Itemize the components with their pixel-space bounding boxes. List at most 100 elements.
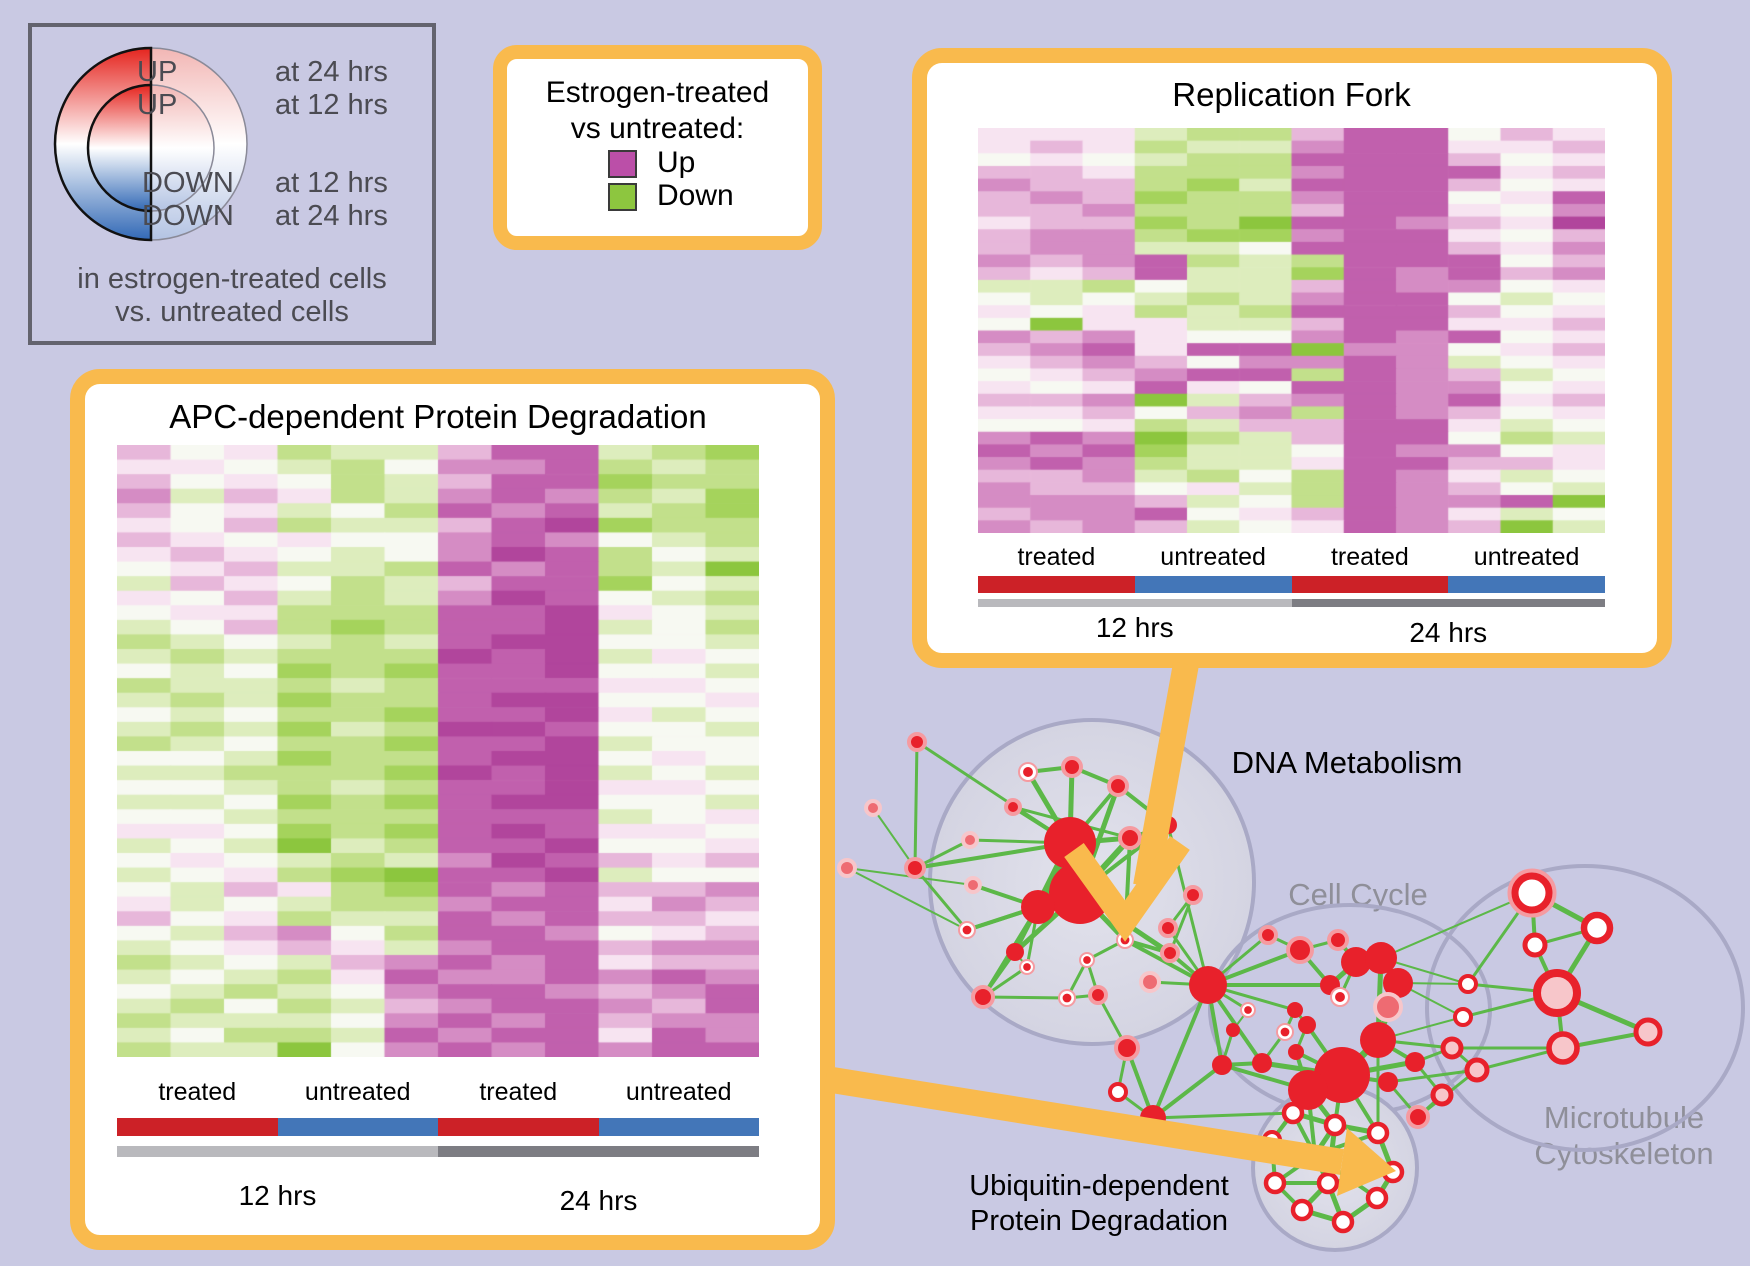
network-edge — [1375, 982, 1401, 1041]
apc-heatmap — [117, 445, 759, 1057]
network-edge — [1293, 1009, 1309, 1026]
cell-cycle-label: Cell Cycle — [1288, 877, 1428, 912]
network-node-o — [1331, 1210, 1355, 1234]
rf-condition-bar-0 — [978, 576, 1135, 593]
network-node-o — [1262, 1130, 1282, 1150]
network-node-o — [1281, 1101, 1305, 1125]
network-edge — [1011, 805, 1072, 845]
network-edge — [1534, 926, 1598, 947]
network-node-o — [1108, 1082, 1128, 1102]
network-edge — [1327, 1170, 1394, 1185]
network-edge — [969, 838, 1071, 845]
network-node-p — [1107, 775, 1129, 797]
rf-group-label-3: untreated — [1473, 543, 1580, 571]
network-edge — [1077, 835, 1133, 896]
rf-time-label-1: 24 hrs — [1409, 617, 1488, 648]
network-edge — [1462, 991, 1558, 1019]
network-node-p — [1258, 925, 1278, 945]
network-node-s — [1189, 966, 1227, 1004]
network-edge — [1306, 1088, 1337, 1127]
updown-inner-bottom-time: at 12 hrs — [275, 167, 388, 199]
network-edge — [1166, 824, 1210, 986]
network-node-o — [1453, 1007, 1473, 1027]
ubiquitin-label-line1: Ubiquitin-dependent — [969, 1170, 1229, 1202]
network-edge — [1066, 993, 1099, 1000]
network-edge — [981, 951, 1017, 998]
network-edge — [1314, 1131, 1379, 1157]
network-edge — [1333, 1074, 1344, 1126]
network-edge — [1451, 1046, 1478, 1072]
network-node-o — [1316, 1171, 1340, 1195]
network-node-w — [1244, 1006, 1252, 1014]
estrogen-legend-title-line1: Estrogen-treated — [545, 76, 770, 109]
network-node-p — [1118, 826, 1142, 850]
network-node-p — [1088, 985, 1108, 1005]
network-node-w — [1058, 989, 1076, 1007]
network-edge — [1338, 961, 1358, 998]
rf-group-label-1: untreated — [1160, 543, 1266, 571]
network-edge — [1012, 805, 1131, 840]
network-node-w — [1280, 1027, 1290, 1037]
network-edge — [1341, 1073, 1389, 1084]
network-node-p — [1004, 798, 1022, 816]
rf-time-bar-0 — [978, 599, 1292, 607]
network-edge — [913, 741, 919, 869]
network-edge — [1078, 891, 1127, 942]
network-edge — [1376, 1006, 1390, 1041]
network-node-w — [1079, 952, 1095, 968]
rf-group-label-2: treated — [1330, 543, 1409, 571]
network-node-w — [1120, 935, 1130, 945]
network-edge — [1096, 994, 1129, 1049]
network-edge — [1397, 982, 1469, 985]
network-node-p — [1114, 1035, 1140, 1061]
network-edge — [1013, 891, 1082, 954]
apc-time-label-1: 24 hrs — [559, 1185, 638, 1216]
network-node-p — [1160, 943, 1180, 963]
apc-condition-bar-1 — [277, 1118, 438, 1136]
network-edge — [982, 965, 1028, 999]
network-edge — [1305, 1023, 1344, 1077]
network-edge — [1129, 823, 1169, 840]
network-edge — [1271, 1138, 1316, 1157]
down-legend-label: Down — [657, 179, 734, 212]
ubiquitin-label-line2: Protein Degradation — [970, 1205, 1228, 1237]
network-node-s — [1021, 890, 1055, 924]
network-edge — [1207, 933, 1269, 987]
network-node-w — [958, 921, 976, 939]
network-edge — [1085, 959, 1100, 996]
apc-group-label-2: treated — [479, 1078, 558, 1106]
network-edge — [972, 883, 1039, 909]
network-node-P — [964, 876, 982, 894]
network-edge — [1025, 906, 1040, 968]
network-edge — [1123, 837, 1132, 941]
network-edge — [1554, 926, 1600, 995]
network-edge — [1291, 1112, 1317, 1156]
network-node-q — [1440, 1036, 1464, 1060]
network-edge — [1221, 1061, 1263, 1067]
network-node-s — [1212, 1055, 1232, 1075]
network-edge — [1206, 983, 1264, 1065]
network-node-q — [1633, 1017, 1663, 1047]
network-node-s — [1365, 942, 1397, 974]
network-edge — [1334, 1122, 1379, 1136]
network-node-q — [1533, 969, 1581, 1017]
network-node-s — [1378, 1072, 1398, 1092]
network-edge — [1069, 835, 1131, 846]
network-edge — [1078, 823, 1170, 895]
network-edge — [1386, 1081, 1420, 1118]
network-edge — [1328, 984, 1342, 998]
network-edge — [1067, 766, 1075, 844]
network-node-s — [1226, 1023, 1240, 1037]
network-edge — [1306, 1089, 1317, 1156]
arrow-stem-replication-fork-to-dna — [1133, 661, 1199, 889]
bottom-margin — [0, 1266, 1750, 1279]
apc-condition-bar-0 — [117, 1118, 278, 1136]
network-edge — [1301, 1207, 1344, 1225]
network-edge — [1341, 1195, 1379, 1225]
network-edge — [1025, 770, 1073, 845]
network-edge — [1467, 982, 1558, 995]
network-edge — [1267, 933, 1301, 952]
network-edge — [1078, 890, 1172, 956]
network-edge — [1071, 765, 1119, 788]
network-edge — [1378, 956, 1401, 985]
